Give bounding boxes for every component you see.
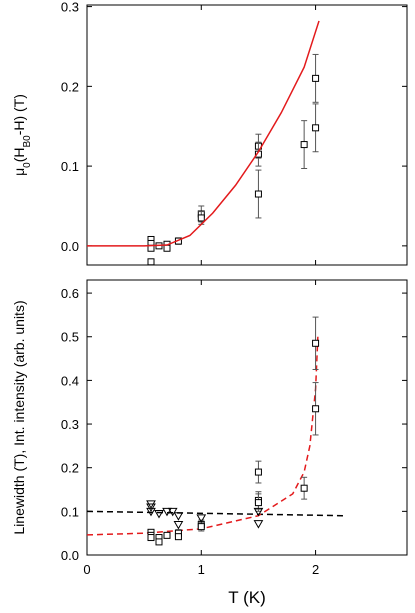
data-point bbox=[173, 512, 184, 521]
y-tick-label: 0.5 bbox=[61, 330, 79, 345]
y-axis-label: μ0(HB0-H) (T) bbox=[11, 94, 33, 176]
data-point bbox=[312, 339, 320, 347]
data-point bbox=[197, 214, 205, 222]
y-axis-label-part: Linewidth (T), Int. intensity (arb. unit… bbox=[11, 300, 27, 534]
y-tick-label: 0.1 bbox=[61, 504, 79, 519]
data-point bbox=[254, 468, 262, 476]
data-point bbox=[253, 507, 264, 517]
data-point bbox=[162, 507, 172, 517]
data-point bbox=[254, 499, 262, 507]
y-tick-label: 0.3 bbox=[61, 417, 79, 432]
fit-line bbox=[87, 20, 320, 247]
data-point bbox=[174, 533, 182, 541]
data-point bbox=[163, 244, 171, 252]
x-tick-label: 2 bbox=[312, 562, 319, 577]
y-tick-label: 0.4 bbox=[61, 373, 79, 388]
data-point bbox=[300, 141, 308, 149]
data-point bbox=[197, 523, 205, 531]
data-point bbox=[167, 507, 178, 517]
data-point bbox=[312, 405, 320, 413]
data-point bbox=[154, 510, 164, 519]
x-axis-label: T (K) bbox=[228, 588, 265, 607]
data-point bbox=[312, 74, 320, 82]
x-tick-label: 1 bbox=[198, 562, 205, 577]
plot-frame bbox=[86, 279, 408, 556]
data-point bbox=[253, 520, 264, 529]
y-tick-label: 0.3 bbox=[61, 0, 79, 15]
x-tick-label: 0 bbox=[83, 562, 90, 577]
data-point bbox=[147, 258, 155, 266]
y-axis-label: Linewidth (T), Int. intensity (arb. unit… bbox=[11, 300, 27, 534]
data-point bbox=[163, 531, 171, 539]
data-point bbox=[155, 538, 163, 546]
data-point bbox=[146, 507, 156, 517]
y-tick-label: 0.2 bbox=[61, 79, 79, 94]
y-tick-label: 0.6 bbox=[61, 286, 79, 301]
y-tick-label: 0.1 bbox=[61, 159, 79, 174]
y-axis-label-part: B0 bbox=[22, 135, 33, 148]
y-tick-label: 0.0 bbox=[61, 239, 79, 254]
data-point bbox=[147, 534, 155, 542]
y-axis-label-part: 0 bbox=[22, 162, 33, 168]
y-tick-label: 0.2 bbox=[61, 461, 79, 476]
y-axis-label-part: μ bbox=[11, 168, 27, 176]
fit-line bbox=[86, 510, 345, 517]
data-point bbox=[146, 503, 156, 512]
data-point bbox=[254, 190, 262, 198]
fit-line bbox=[86, 336, 319, 536]
plot-frame bbox=[86, 4, 408, 266]
data-point bbox=[196, 514, 207, 523]
data-point bbox=[312, 124, 320, 132]
y-axis-label-part: -H) (T) bbox=[11, 94, 27, 135]
data-point bbox=[173, 520, 184, 530]
y-tick-label: 0.0 bbox=[61, 548, 79, 563]
data-point bbox=[300, 484, 308, 492]
y-axis-label-part: (H bbox=[11, 148, 27, 163]
